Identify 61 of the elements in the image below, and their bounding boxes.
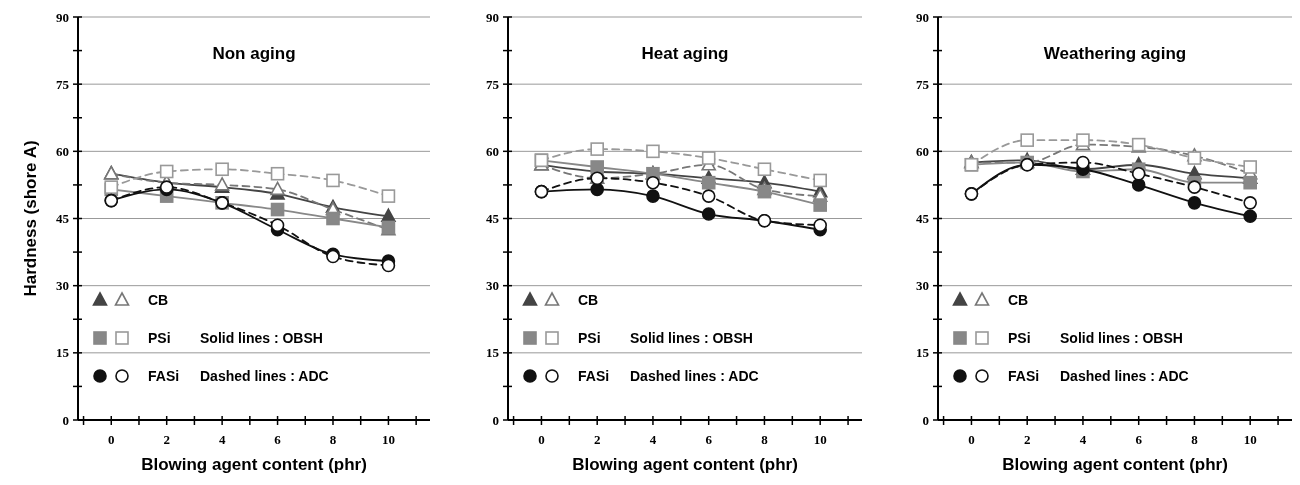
y-tick-label: 90 (916, 9, 929, 25)
y-tick-label: 60 (916, 143, 929, 159)
x-tick-label: 6 (705, 432, 713, 447)
x-axis-title: Blowing agent content (phr) (572, 455, 798, 474)
y-tick-label: 15 (486, 345, 500, 361)
x-tick-label: 6 (274, 432, 282, 447)
x-axis-title: Blowing agent content (phr) (141, 455, 367, 474)
legend-label: FASi (148, 367, 180, 384)
y-tick-label: 75 (916, 76, 930, 92)
text: Heat aging (641, 44, 729, 63)
x-axis-title: Blowing agent content (phr) (1002, 455, 1228, 474)
y-tick-label: 60 (56, 143, 69, 159)
annotation: Dashed lines : ADC (200, 367, 329, 384)
y-tick-label: 90 (486, 9, 499, 25)
y-tick-label: 45 (56, 211, 70, 227)
y-tick-label: 0 (922, 412, 929, 428)
x-tick-label: 8 (761, 432, 769, 447)
x-tick-label: 10 (381, 432, 395, 447)
x-tick-label: 0 (538, 432, 545, 447)
annotation: Dashed lines : ADC (1060, 367, 1189, 384)
y-tick-label: 30 (916, 278, 929, 294)
legend-label: PSi (578, 329, 601, 346)
y-tick-label: 30 (56, 278, 69, 294)
annotation: Solid lines : OBSH (1060, 329, 1183, 346)
y-axis-title: Hardness (shore A) (21, 140, 40, 297)
x-tick-label: 8 (1191, 432, 1199, 447)
x-tick-label: 2 (163, 432, 170, 447)
text: Weathering aging (1043, 44, 1187, 63)
y-tick-label: 30 (486, 278, 499, 294)
x-tick-label: 4 (649, 432, 657, 447)
annotation: Dashed lines : ADC (630, 367, 759, 384)
x-tick-label: 2 (1023, 432, 1031, 447)
legend-label: PSi (148, 329, 171, 346)
legend-label: FASi (578, 367, 610, 384)
legend-label: CB (1008, 291, 1029, 308)
x-tick-label: 10 (813, 432, 827, 447)
y-tick-label: 0 (62, 412, 69, 428)
y-tick-label: 75 (56, 76, 70, 92)
x-tick-label: 4 (218, 432, 226, 447)
y-tick-label: 15 (56, 345, 70, 361)
x-tick-label: 0 (108, 432, 115, 447)
y-tick-label: 45 (916, 211, 930, 227)
text: Non aging (212, 44, 296, 63)
y-tick-label: 75 (486, 76, 500, 92)
x-tick-label: 4 (1079, 432, 1087, 447)
legend-label: FASi (1008, 367, 1040, 384)
y-tick-label: 60 (486, 143, 499, 159)
legend-label: CB (148, 291, 169, 308)
y-tick-label: 45 (486, 211, 500, 227)
y-tick-label: 15 (916, 345, 930, 361)
annotation: Solid lines : OBSH (630, 329, 753, 346)
x-tick-label: 2 (593, 432, 601, 447)
x-tick-label: 0 (968, 432, 975, 447)
x-tick-label: 10 (1243, 432, 1257, 447)
y-tick-label: 0 (492, 412, 499, 428)
legend-label: PSi (1008, 329, 1031, 346)
annotation: Solid lines : OBSH (200, 329, 323, 346)
x-tick-label: 8 (329, 432, 337, 447)
x-tick-label: 6 (1135, 432, 1143, 447)
legend-label: CB (578, 291, 599, 308)
y-tick-label: 90 (56, 9, 69, 25)
